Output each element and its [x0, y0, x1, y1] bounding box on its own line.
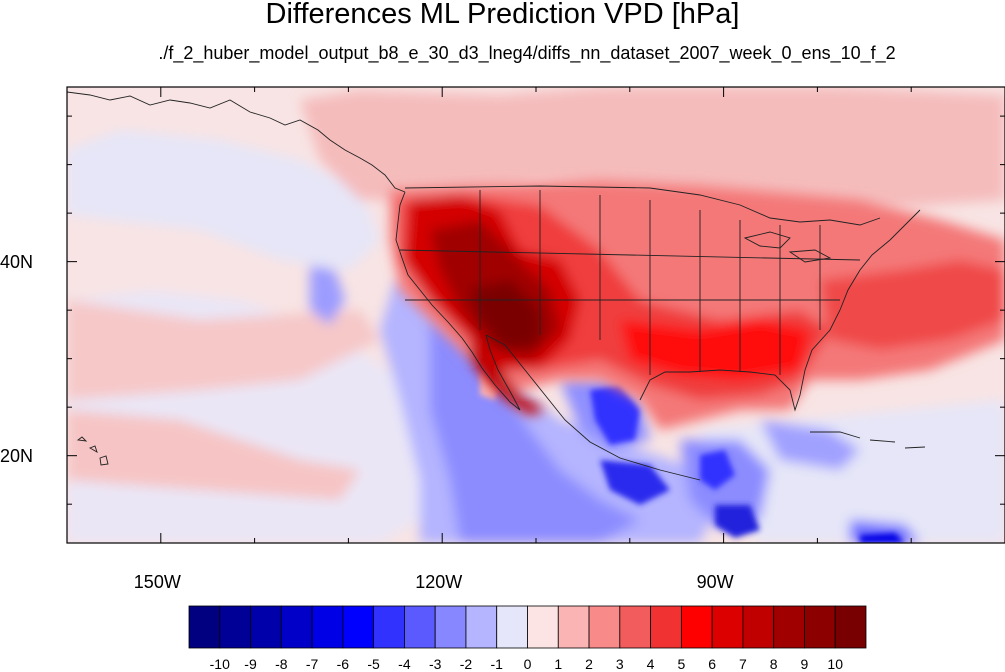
- colorbar-swatch: [773, 605, 805, 649]
- colorbar-swatch: [311, 605, 344, 649]
- colorbar-swatch: [250, 605, 282, 649]
- colorbar-swatch: [342, 605, 375, 649]
- colorbar-swatch: [619, 605, 651, 649]
- colorbar-label: 4: [646, 656, 655, 672]
- colorbar-label: -10: [209, 656, 230, 672]
- colorbar-swatch: [527, 605, 559, 649]
- lat-label: 40N: [0, 251, 34, 272]
- colorbar-label: 7: [739, 656, 747, 672]
- lon-label: 150W: [133, 572, 181, 592]
- colorbar-label: 5: [677, 656, 686, 672]
- colorbar: [188, 605, 867, 649]
- axis-ticks: [67, 87, 1005, 543]
- colorbar-swatch: [373, 605, 405, 649]
- map-title: Differences ML Prediction VPD [hPa]: [265, 0, 740, 30]
- colorbar-label: 9: [800, 656, 809, 672]
- colorbar-label: 0: [523, 656, 532, 672]
- colorbar-swatch: [557, 605, 590, 649]
- colorbar-swatch: [280, 605, 313, 649]
- colorbar-swatch: [434, 605, 467, 649]
- colorbar-label: -6: [336, 656, 350, 672]
- colorbar-label: 1: [554, 656, 563, 672]
- colorbar-label: -3: [428, 656, 442, 672]
- colorbar-label: -4: [398, 656, 411, 672]
- colorbar-swatch: [834, 605, 867, 649]
- coastline-layer: [67, 91, 926, 481]
- colorbar-swatch: [680, 605, 713, 649]
- lat-label: 20N: [0, 445, 34, 466]
- map-subtitle: ./f_2_huber_model_output_b8_e_30_d3_lneg…: [158, 43, 896, 63]
- colorbar-swatch: [588, 605, 621, 649]
- colorbar-swatch: [404, 605, 436, 649]
- colorbar-swatch: [219, 605, 251, 649]
- lon-label: 120W: [415, 572, 463, 592]
- colorbar-label: -2: [459, 656, 473, 672]
- colorbar-swatch: [650, 605, 682, 649]
- lon-label: 90W: [696, 572, 734, 592]
- colorbar-swatch: [742, 605, 775, 649]
- colorbar-swatch: [711, 605, 744, 649]
- contour-field: [67, 87, 1005, 543]
- colorbar-label: -1: [490, 656, 503, 672]
- colorbar-label: 10: [827, 656, 843, 672]
- colorbar-label: 2: [585, 656, 593, 672]
- colorbar-label: 3: [615, 656, 624, 672]
- colorbar-label: -7: [305, 656, 319, 672]
- colorbar-swatch: [804, 605, 836, 649]
- colorbar-swatch: [465, 605, 498, 649]
- colorbar-label: -5: [367, 656, 380, 672]
- colorbar-swatch: [188, 605, 221, 649]
- colorbar-swatch: [496, 605, 528, 649]
- colorbar-label: 8: [769, 656, 778, 672]
- colorbar-label: -9: [244, 656, 257, 672]
- colorbar-label: -8: [275, 656, 288, 672]
- colorbar-label: 6: [708, 656, 717, 672]
